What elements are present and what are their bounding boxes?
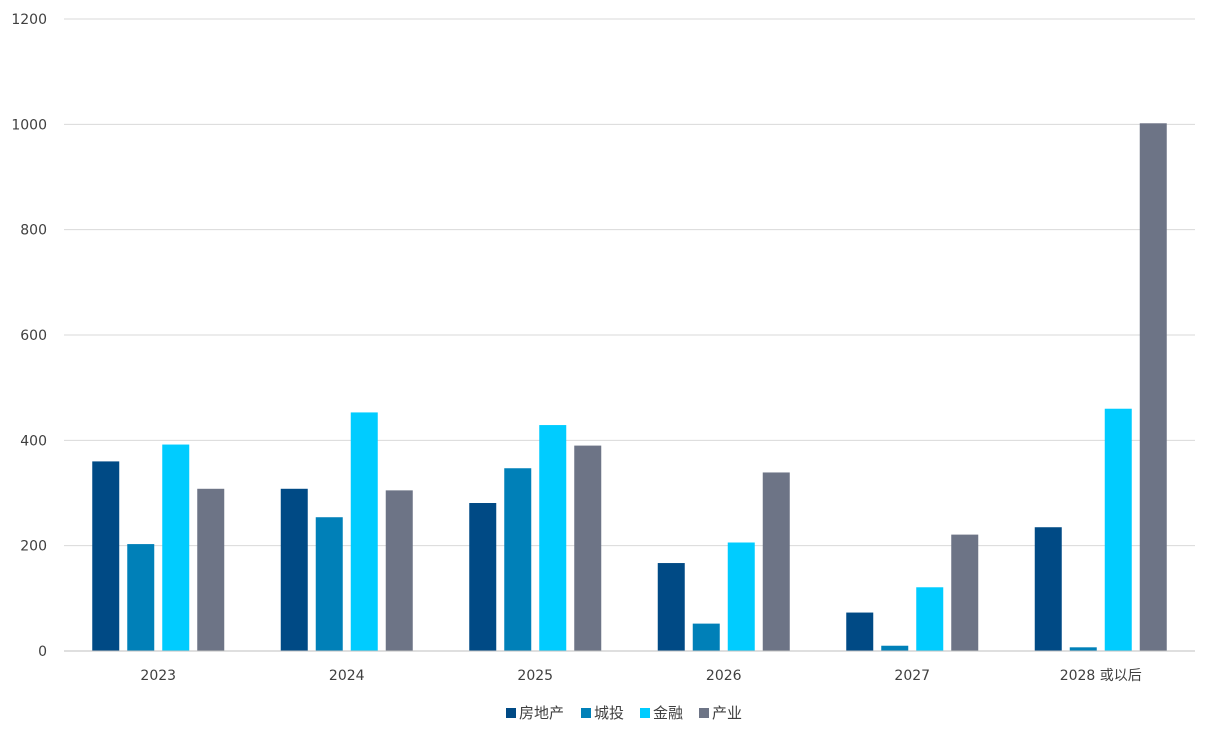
bar-产业-2028 或以后 — [1139, 123, 1167, 651]
bar-房地产-2027 — [846, 612, 874, 651]
legend-swatch — [699, 708, 709, 718]
bars — [92, 123, 1167, 651]
y-tick-label: 400 — [20, 433, 47, 449]
x-category-label: 2026 — [706, 668, 742, 684]
gridlines — [64, 18, 1195, 547]
bar-产业-2023 — [197, 488, 225, 651]
bar-金融-2024 — [350, 412, 378, 651]
bar-产业-2027 — [951, 534, 979, 651]
bar-金融-2023 — [162, 444, 190, 651]
bar-房地产-2026 — [657, 563, 685, 651]
legend-swatch — [640, 708, 650, 718]
bar-产业-2024 — [385, 490, 413, 651]
bar-房地产-2025 — [469, 503, 497, 651]
legend-label: 房地产 — [519, 704, 564, 722]
legend-label: 城投 — [594, 704, 624, 722]
y-tick-label: 1000 — [11, 117, 47, 133]
legend-item-城投: 城投 — [581, 704, 624, 722]
bar-金融-2025 — [539, 425, 567, 651]
x-category-label: 2028 或以后 — [1060, 668, 1142, 684]
y-tick-label: 600 — [20, 328, 47, 344]
bar-城投-2023 — [127, 544, 155, 651]
bar-城投-2025 — [504, 468, 532, 651]
bar-金融-2028 或以后 — [1104, 408, 1132, 651]
y-tick-label: 200 — [20, 539, 47, 555]
bar-金融-2027 — [916, 587, 944, 651]
bar-产业-2026 — [762, 472, 790, 651]
legend-swatch — [581, 708, 591, 718]
bar-房地产-2023 — [92, 461, 120, 651]
x-category-label: 2027 — [894, 668, 930, 684]
legend: 房地产 城投 金融 产业 — [506, 704, 742, 722]
legend-swatch — [506, 708, 516, 718]
bar-城投-2026 — [692, 623, 720, 651]
legend-label: 产业 — [712, 704, 742, 722]
bar-城投-2027 — [881, 645, 909, 651]
x-category-label: 2024 — [329, 668, 365, 684]
y-tick-label: 800 — [20, 223, 47, 239]
bar-产业-2025 — [574, 445, 602, 651]
bar-城投-2024 — [315, 517, 343, 651]
bar-城投-2028 或以后 — [1069, 647, 1097, 651]
bar-房地产-2024 — [280, 488, 308, 651]
legend-item-金融: 金融 — [640, 704, 683, 722]
legend-item-产业: 产业 — [699, 704, 742, 722]
y-tick-label: 0 — [38, 644, 47, 660]
legend-label: 金融 — [653, 704, 683, 722]
y-tick-label: 1200 — [11, 12, 47, 28]
x-category-label: 2025 — [517, 668, 553, 684]
y-axis-ticks: 0 200 400 600 800 1000 1200 — [11, 12, 47, 660]
x-axis-labels: 2023 2024 2025 2026 2027 2028 或以后 — [140, 668, 1141, 684]
x-category-label: 2023 — [140, 668, 176, 684]
bar-金融-2026 — [727, 542, 755, 651]
legend-item-房地产: 房地产 — [506, 704, 564, 722]
bar-房地产-2028 或以后 — [1034, 527, 1062, 651]
